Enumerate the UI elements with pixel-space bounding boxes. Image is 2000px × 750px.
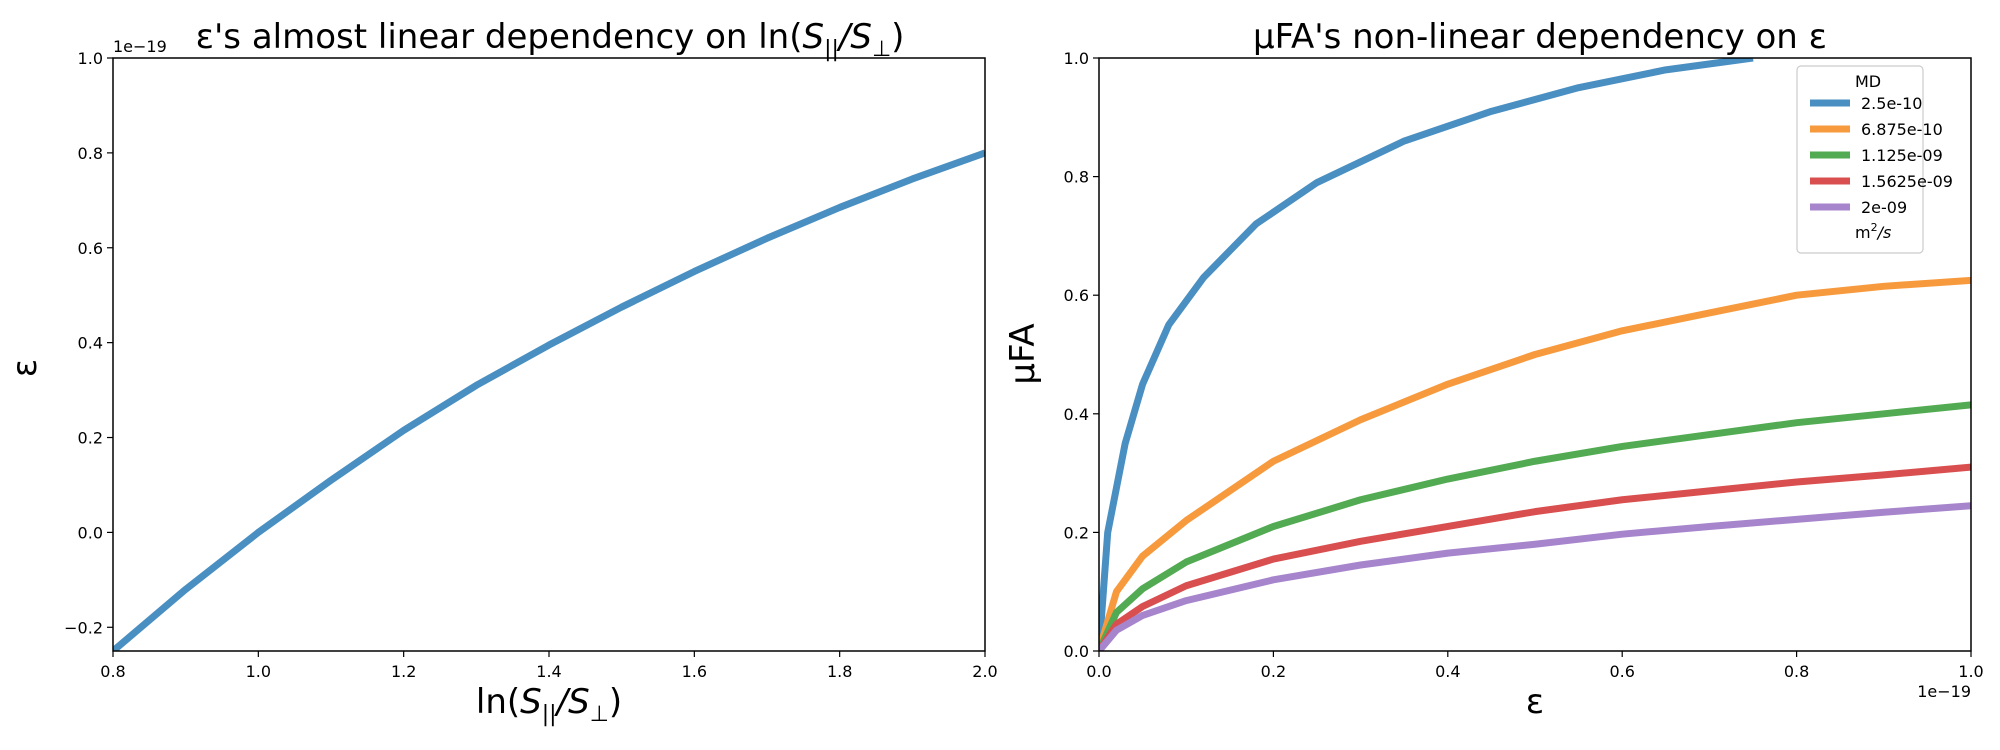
left-axes-ticks: 0.8 1.0 1.2 1.4 1.6 1.8 2.0 −0.2 0.0 0.2 0.4 0.6 0.8… (64, 49, 998, 681)
legend-entry-label: 6.875e-10 (1861, 120, 1943, 139)
right-x-axis-label: ε (1526, 682, 1544, 722)
left-x-axis-label: ln(S||/S⊥) (476, 682, 622, 727)
right-x-tick-label: 0.2 (1261, 662, 1286, 681)
left-y-axis-label: ε (5, 359, 45, 377)
right-x-tick-label: 0.6 (1609, 662, 1634, 681)
left-y-tick-label: 0.8 (78, 144, 103, 163)
right-series-line-2 (1099, 276, 1971, 651)
right-x-tick-label: 1.0 (1958, 662, 1983, 681)
right-chart: μFA's non-linear dependency on ε 0.0 0.2 0… (1003, 17, 1984, 722)
left-x-tick-label: 1.2 (391, 662, 416, 681)
right-series-group (1099, 58, 1971, 651)
right-plot-frame (1098, 57, 1972, 652)
left-y-tick-label: 0.2 (78, 429, 103, 448)
left-chart: ε's almost linear dependency on ln(S||/S… (5, 17, 998, 727)
right-y-tick-label: 0.4 (1064, 405, 1089, 424)
left-x-tick-label: 1.4 (536, 662, 561, 681)
legend-footer: m2/s (1855, 221, 1891, 242)
left-x-tick-label: 1.6 (682, 662, 707, 681)
left-series-group (113, 149, 985, 651)
right-series-line-5 (1099, 502, 1971, 651)
left-x-tick-label: 0.8 (100, 662, 125, 681)
legend-entry-label: 1.125e-09 (1861, 146, 1943, 165)
legend-items: 2.5e-10 6.875e-10 1.125e-09 1.5625e-09 2e-09 (1810, 94, 1953, 217)
right-y-tick-label: 0.0 (1064, 642, 1089, 661)
left-y-tick-label: 1.0 (78, 49, 103, 68)
left-series-line-1 (113, 149, 985, 651)
left-y-tick-label: 0.6 (78, 239, 103, 258)
left-x-tick-label: 1.8 (827, 662, 852, 681)
right-axes-ticks: 0.0 0.2 0.4 0.6 0.8 1.0 0.0 0.2 0.4 0.6 0.8 1.0 (1064, 49, 1984, 681)
left-x-tick-label: 1.0 (246, 662, 271, 681)
right-y-tick-label: 1.0 (1064, 49, 1089, 68)
right-y-tick-label: 0.8 (1064, 168, 1089, 187)
right-x-tick-label: 0.4 (1435, 662, 1460, 681)
legend-entry-label: 2e-09 (1861, 198, 1907, 217)
legend-entry-label: 1.5625e-09 (1861, 172, 1953, 191)
right-y-tick-label: 0.6 (1064, 286, 1089, 305)
right-y-axis-label: μFA (1003, 323, 1043, 384)
right-series-line-4 (1099, 463, 1971, 651)
right-series-line-3 (1099, 401, 1971, 651)
left-x-tick-label: 2.0 (972, 662, 997, 681)
left-y-tick-label: −0.2 (64, 618, 103, 637)
left-y-tick-label: 0.4 (78, 334, 103, 353)
right-y-tick-label: 0.2 (1064, 523, 1089, 542)
right-chart-title: μFA's non-linear dependency on ε (1253, 17, 1827, 57)
right-x-tick-label: 0.0 (1086, 662, 1111, 681)
right-series-line-1 (1099, 58, 1754, 651)
left-plot-frame (112, 57, 986, 652)
legend-title: MD (1855, 72, 1881, 91)
left-chart-title: ε's almost linear dependency on ln(S||/S… (196, 17, 905, 62)
legend: MD 2.5e-10 6.875e-10 1.125e-09 1.5625e-09 2e… (1796, 65, 1953, 254)
right-x-tick-label: 0.8 (1784, 662, 1809, 681)
legend-entry-label: 2.5e-10 (1861, 94, 1922, 113)
left-y-offset-text: 1e−19 (113, 37, 167, 56)
left-y-tick-label: 0.0 (78, 523, 103, 542)
right-x-offset-text: 1e−19 (1917, 682, 1971, 701)
